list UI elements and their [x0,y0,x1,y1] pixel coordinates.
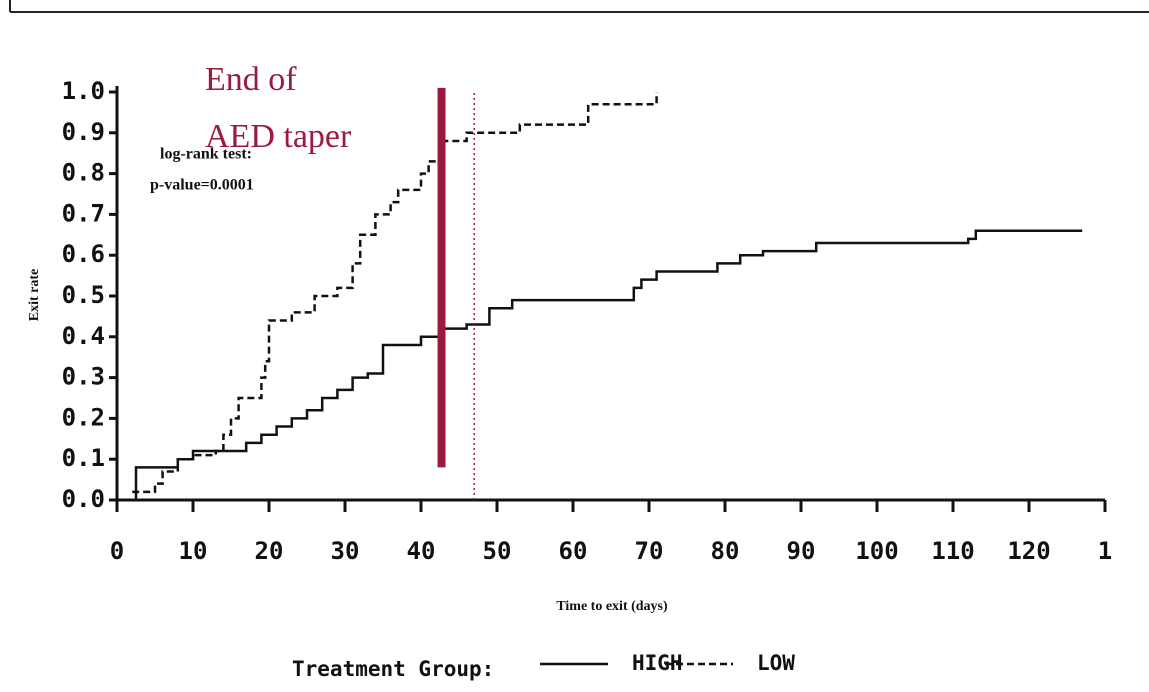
annotation: log-rank test: [160,146,252,163]
y-tick-label: 0.9 [62,118,105,146]
marker-label: End of [205,61,297,98]
y-tick-label: 0.0 [62,485,105,513]
y-tick-label: 1.0 [62,77,105,105]
x-tick-label: 1 [1098,537,1112,565]
y-axis-label: Exit rate [27,269,42,321]
x-tick-label: 100 [855,537,898,565]
x-tick-label: 90 [787,537,816,565]
series-line [132,229,1083,502]
x-tick-label: 20 [255,537,284,565]
x-tick-label: 120 [1007,537,1050,565]
y-tick-label: 0.2 [62,403,105,431]
x-tick-label: 110 [931,537,974,565]
legend-title: Treatment Group: [292,657,494,681]
y-tick-label: 0.8 [62,159,105,187]
y-tick-label: 0.5 [62,281,105,309]
y-tick-label: 0.1 [62,444,105,472]
x-axis-label: Time to exit (days) [556,599,668,614]
x-tick-label: 30 [331,537,360,565]
legend-label: HIGH [632,651,683,675]
y-tick-label: 0.6 [62,240,105,268]
x-tick-label: 80 [711,537,740,565]
x-tick-label: 50 [483,537,512,565]
y-tick-label: 0.7 [62,199,105,227]
x-tick-label: 40 [407,537,436,565]
series-line [132,92,658,494]
legend-label: LOW [757,651,795,675]
x-tick-label: 70 [635,537,664,565]
x-tick-label: 60 [559,537,588,565]
y-tick-label: 0.3 [62,363,105,391]
x-tick-label: 10 [179,537,208,565]
marker-label: AED taper [205,118,352,155]
x-tick-label: 0 [110,537,124,565]
y-tick-label: 0.4 [62,322,105,350]
annotation: p-value=0.0001 [150,177,254,194]
